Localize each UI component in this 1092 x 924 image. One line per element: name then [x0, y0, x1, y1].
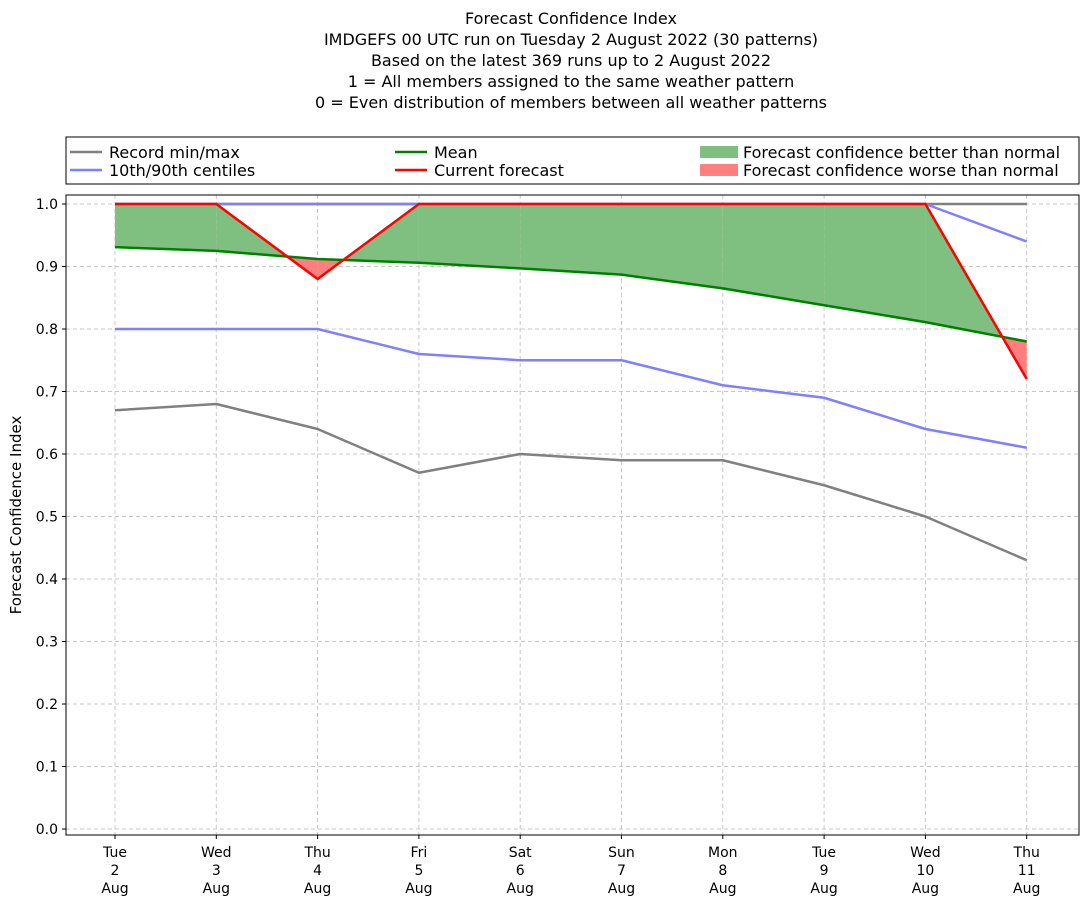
title-line-3: Based on the latest 369 runs up to 2 Aug… — [370, 51, 772, 70]
x-tick-label: Sun — [608, 845, 635, 861]
x-tick-label: Tue — [102, 845, 127, 861]
y-tick-label: 0.2 — [36, 697, 58, 713]
better-fill-area — [722, 204, 825, 306]
x-tick-label: 3 — [212, 863, 221, 879]
y-tick-label: 1.0 — [36, 197, 58, 213]
series-line-record-min — [114, 402, 1028, 562]
legend-label: Current forecast — [434, 161, 564, 180]
y-tick-label: 0.0 — [36, 822, 58, 838]
better-fill-area — [824, 204, 926, 323]
title-line-4: 1 = All members assigned to the same wea… — [347, 72, 795, 91]
x-tick-label: Aug — [1013, 881, 1040, 897]
x-tick-label: Thu — [1013, 845, 1040, 861]
better-fill-area — [621, 204, 723, 289]
x-tick-label: 9 — [820, 863, 829, 879]
x-tick-label: Aug — [608, 881, 635, 897]
axes: 0.0 0.1 0.2 0.3 0.4 0.5 0.6 0.7 0.8 0.9 1.0 Tue 2 Aug… — [36, 197, 1041, 897]
x-tick-label: Aug — [405, 881, 432, 897]
y-tick-label: 0.4 — [36, 572, 58, 588]
x-tick-label: 8 — [718, 863, 727, 879]
y-tick-label: 0.1 — [36, 760, 58, 776]
chart-title: Forecast Confidence Index IMDGEFS 00 UTC… — [0, 8, 1092, 113]
x-tick-label: Aug — [101, 881, 128, 897]
legend-label: Forecast confidence worse than normal — [743, 161, 1059, 180]
x-tick-label: Sat — [509, 845, 532, 861]
legend-label: 10th/90th centiles — [109, 161, 255, 180]
x-tick-label: Aug — [507, 881, 534, 897]
legend-label: Forecast confidence better than normal — [743, 143, 1060, 162]
x-tick-label: Aug — [709, 881, 736, 897]
x-tick-label: Aug — [203, 881, 230, 897]
x-tick-label: Aug — [810, 881, 837, 897]
x-tick-label: 10 — [916, 863, 934, 879]
x-tick-label: 5 — [414, 863, 423, 879]
y-tick-label: 0.3 — [36, 635, 58, 651]
series-line-p10 — [115, 327, 1027, 449]
y-tick-label: 0.9 — [36, 260, 58, 276]
x-tick-label: 7 — [617, 863, 626, 879]
legend-patch-swatch — [700, 146, 738, 158]
series-line-mean — [114, 245, 1027, 343]
y-tick-label: 0.8 — [36, 322, 58, 338]
series-lines — [114, 202, 1028, 562]
y-axis-label: Forecast Confidence Index — [7, 416, 25, 615]
legend-box — [65, 136, 1080, 185]
x-tick-label: 4 — [313, 863, 322, 879]
title-line-2: IMDGEFS 00 UTC run on Tuesday 2 August 2… — [323, 30, 819, 49]
series-line-current — [115, 202, 1028, 380]
y-tick-label: 0.6 — [36, 447, 58, 463]
better-fill-area — [520, 204, 622, 275]
x-tick-label: Wed — [910, 845, 941, 861]
title-line-1: Forecast Confidence Index — [465, 9, 677, 28]
x-tick-label: Aug — [912, 881, 939, 897]
legend-patch-swatch — [700, 164, 738, 176]
x-tick-label: Mon — [708, 845, 738, 861]
x-tick-label: Tue — [811, 845, 836, 861]
legend-label: Record min/max — [109, 143, 240, 162]
y-tick-label: 0.5 — [36, 510, 58, 526]
x-tick-label: Thu — [303, 845, 330, 861]
legend-label: Mean — [434, 143, 478, 162]
x-tick-label: 11 — [1018, 863, 1036, 879]
y-tick-label: 0.7 — [36, 385, 58, 401]
x-tick-label: Aug — [304, 881, 331, 897]
better-fill-area — [115, 204, 217, 251]
better-fill-area — [418, 204, 521, 269]
x-tick-label: 6 — [516, 863, 525, 879]
x-tick-label: 2 — [111, 863, 120, 879]
x-tick-label: Wed — [201, 845, 232, 861]
title-line-5: 0 = Even distribution of members between… — [314, 93, 828, 112]
x-tick-label: Fri — [411, 845, 428, 861]
plot-frame — [65, 194, 1080, 836]
